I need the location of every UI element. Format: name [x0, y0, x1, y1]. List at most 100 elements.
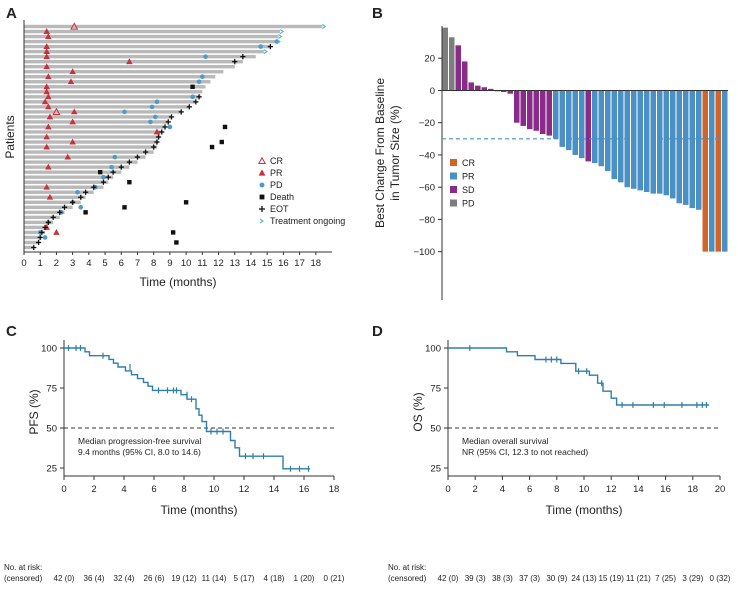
- x-tick-label: 13: [229, 258, 240, 269]
- patient-bar: [24, 240, 39, 245]
- waterfall-bar: [501, 90, 507, 93]
- waterfall-bar: [592, 90, 598, 163]
- waterfall-bar: [683, 90, 689, 205]
- patient-bar: [24, 64, 235, 69]
- y-tick-label: −80: [419, 215, 435, 226]
- cr-marker: [52, 107, 61, 115]
- pr-marker: [45, 93, 52, 100]
- death-marker: [183, 200, 189, 205]
- x-tick-label: 7: [135, 258, 140, 269]
- eot-marker: [39, 229, 45, 236]
- y-tick-label: 50: [46, 424, 57, 435]
- risk-value: 24 (13): [571, 574, 597, 583]
- legend-label-death: Death: [270, 192, 294, 202]
- pd-marker: [112, 154, 118, 160]
- eot-marker: [134, 154, 141, 160]
- eot-marker: [91, 184, 97, 190]
- pr-marker: [43, 83, 50, 90]
- ongoing-marker: [279, 29, 285, 34]
- median-annotation-line2: NR (95% CI, 12.3 to not reached): [462, 447, 588, 457]
- pr-marker: [45, 103, 52, 110]
- pd-marker: [101, 174, 106, 180]
- patient-bar: [24, 29, 281, 34]
- risk-value: 1 (20): [294, 574, 315, 583]
- patient-bar: [24, 115, 172, 119]
- pr-marker: [43, 183, 50, 190]
- eot-marker: [57, 209, 63, 215]
- risk-value: 0 (32): [710, 574, 731, 583]
- pr-marker: [126, 58, 133, 65]
- x-tick-label: 11: [197, 258, 207, 269]
- x-tick-label: 15: [262, 258, 273, 269]
- pr-marker: [153, 128, 161, 135]
- pd-marker: [190, 94, 195, 100]
- legend-cr-swatch: [450, 159, 457, 166]
- risk-value: 0 (21): [324, 574, 345, 583]
- death-marker: [209, 144, 215, 150]
- patient-bar: [24, 220, 54, 225]
- legend-ongoing-symbol: [259, 218, 264, 224]
- patient-bar: [24, 190, 94, 194]
- y-tick-label: 25: [46, 464, 57, 475]
- waterfall-bar: [670, 90, 676, 199]
- risk-value: 3 (29): [682, 574, 703, 583]
- x-tick-label: 1: [38, 258, 43, 269]
- x-tick-label: 10: [181, 258, 192, 269]
- pr-marker: [45, 33, 52, 39]
- pr-marker: [69, 138, 76, 145]
- waterfall-bar: [650, 90, 656, 194]
- pr-marker: [71, 108, 78, 115]
- eot-marker: [78, 194, 84, 200]
- x-axis-label: Time (months): [546, 503, 623, 517]
- waterfall-bar: [527, 90, 533, 130]
- pr-marker: [45, 123, 52, 130]
- patient-bar: [24, 59, 243, 64]
- eot-marker: [162, 124, 168, 130]
- patient-bar: [24, 34, 279, 39]
- y-tick-label: 75: [430, 384, 441, 395]
- patient-bar: [24, 135, 161, 139]
- patient-bar: [24, 24, 323, 29]
- eot-marker: [70, 199, 76, 205]
- x-tick-label: 0: [61, 484, 66, 495]
- eot-marker: [50, 214, 56, 220]
- legend-pd-symbol: [259, 182, 265, 188]
- risk-value: 11 (14): [202, 574, 227, 583]
- x-axis-label: Time (months): [161, 503, 238, 517]
- legend-pr-label: PR: [462, 172, 475, 182]
- patient-bar: [24, 105, 190, 109]
- x-tick-label: 4: [121, 484, 126, 495]
- risk-value: 26 (6): [144, 574, 165, 583]
- waterfall-bar: [579, 90, 585, 159]
- pr-marker: [43, 48, 50, 55]
- x-tick-label: 14: [269, 484, 280, 495]
- pr-marker: [69, 118, 76, 125]
- x-tick-label: 2: [473, 484, 478, 495]
- patient-bar: [24, 75, 216, 79]
- eot-marker: [165, 119, 171, 125]
- patient-bar: [24, 155, 146, 159]
- risk-value: 15 (19): [599, 574, 625, 583]
- x-tick-label: 6: [527, 484, 532, 495]
- x-tick-label: 16: [299, 484, 310, 495]
- patient-bar: [24, 140, 159, 144]
- pr-marker: [43, 63, 50, 70]
- patient-bar: [24, 100, 196, 104]
- pd-marker: [196, 79, 202, 85]
- pd-marker: [149, 104, 155, 110]
- risk-table-censored-label: (censored): [4, 574, 43, 583]
- waterfall-bar: [514, 90, 520, 123]
- death-marker: [174, 240, 179, 245]
- eot-marker: [126, 159, 132, 165]
- x-tick-label: 12: [213, 258, 224, 269]
- pr-marker: [43, 143, 50, 150]
- x-tick-label: 3: [70, 258, 75, 269]
- ongoing-marker: [276, 39, 281, 45]
- x-tick-label: 16: [660, 484, 671, 495]
- waterfall-bar: [644, 90, 650, 193]
- pr-marker: [46, 193, 54, 200]
- eot-marker: [105, 174, 111, 180]
- waterfall-bar: [488, 88, 494, 91]
- eot-marker: [118, 164, 124, 170]
- eot-marker: [154, 139, 160, 145]
